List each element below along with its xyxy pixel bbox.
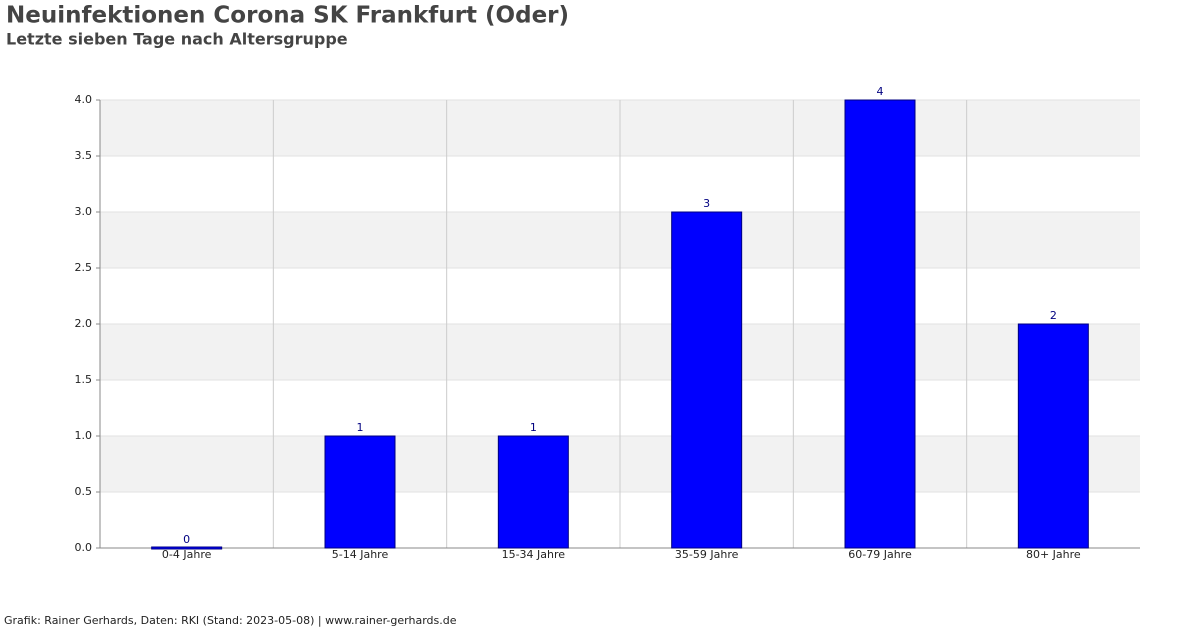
x-tick-label: 15-34 Jahre: [502, 548, 566, 561]
x-tick-label: 60-79 Jahre: [848, 548, 912, 561]
value-label: 1: [530, 421, 537, 434]
y-tick-label: 2.5: [75, 261, 93, 274]
bar: [1017, 323, 1089, 549]
bar: [151, 546, 223, 550]
chart-subtitle: Letzte sieben Tage nach Altersgruppe: [6, 30, 348, 49]
x-tick-label: 5-14 Jahre: [332, 548, 389, 561]
bar: [497, 435, 569, 549]
bar: [324, 435, 396, 549]
footer-note: Grafik: Rainer Gerhards, Daten: RKI (Sta…: [4, 614, 457, 627]
x-tick-label: 0-4 Jahre: [162, 548, 212, 561]
value-label: 2: [1050, 309, 1057, 322]
x-tick-label: 80+ Jahre: [1026, 548, 1081, 561]
y-tick-label: 3.0: [75, 205, 93, 218]
y-tick-label: 0.0: [75, 541, 93, 554]
bar: [844, 99, 916, 549]
value-label: 1: [357, 421, 364, 434]
y-tick-label: 0.5: [75, 485, 93, 498]
y-tick-label: 1.0: [75, 429, 93, 442]
bar: [671, 211, 743, 549]
y-tick-label: 4.0: [75, 93, 93, 106]
value-label: 3: [703, 197, 710, 210]
value-label: 4: [877, 85, 884, 98]
chart-title: Neuinfektionen Corona SK Frankfurt (Oder…: [6, 3, 569, 29]
y-tick-label: 1.5: [75, 373, 93, 386]
y-tick-label: 3.5: [75, 149, 93, 162]
value-label: 0: [183, 533, 190, 546]
x-tick-label: 35-59 Jahre: [675, 548, 739, 561]
y-tick-label: 2.0: [75, 317, 93, 330]
